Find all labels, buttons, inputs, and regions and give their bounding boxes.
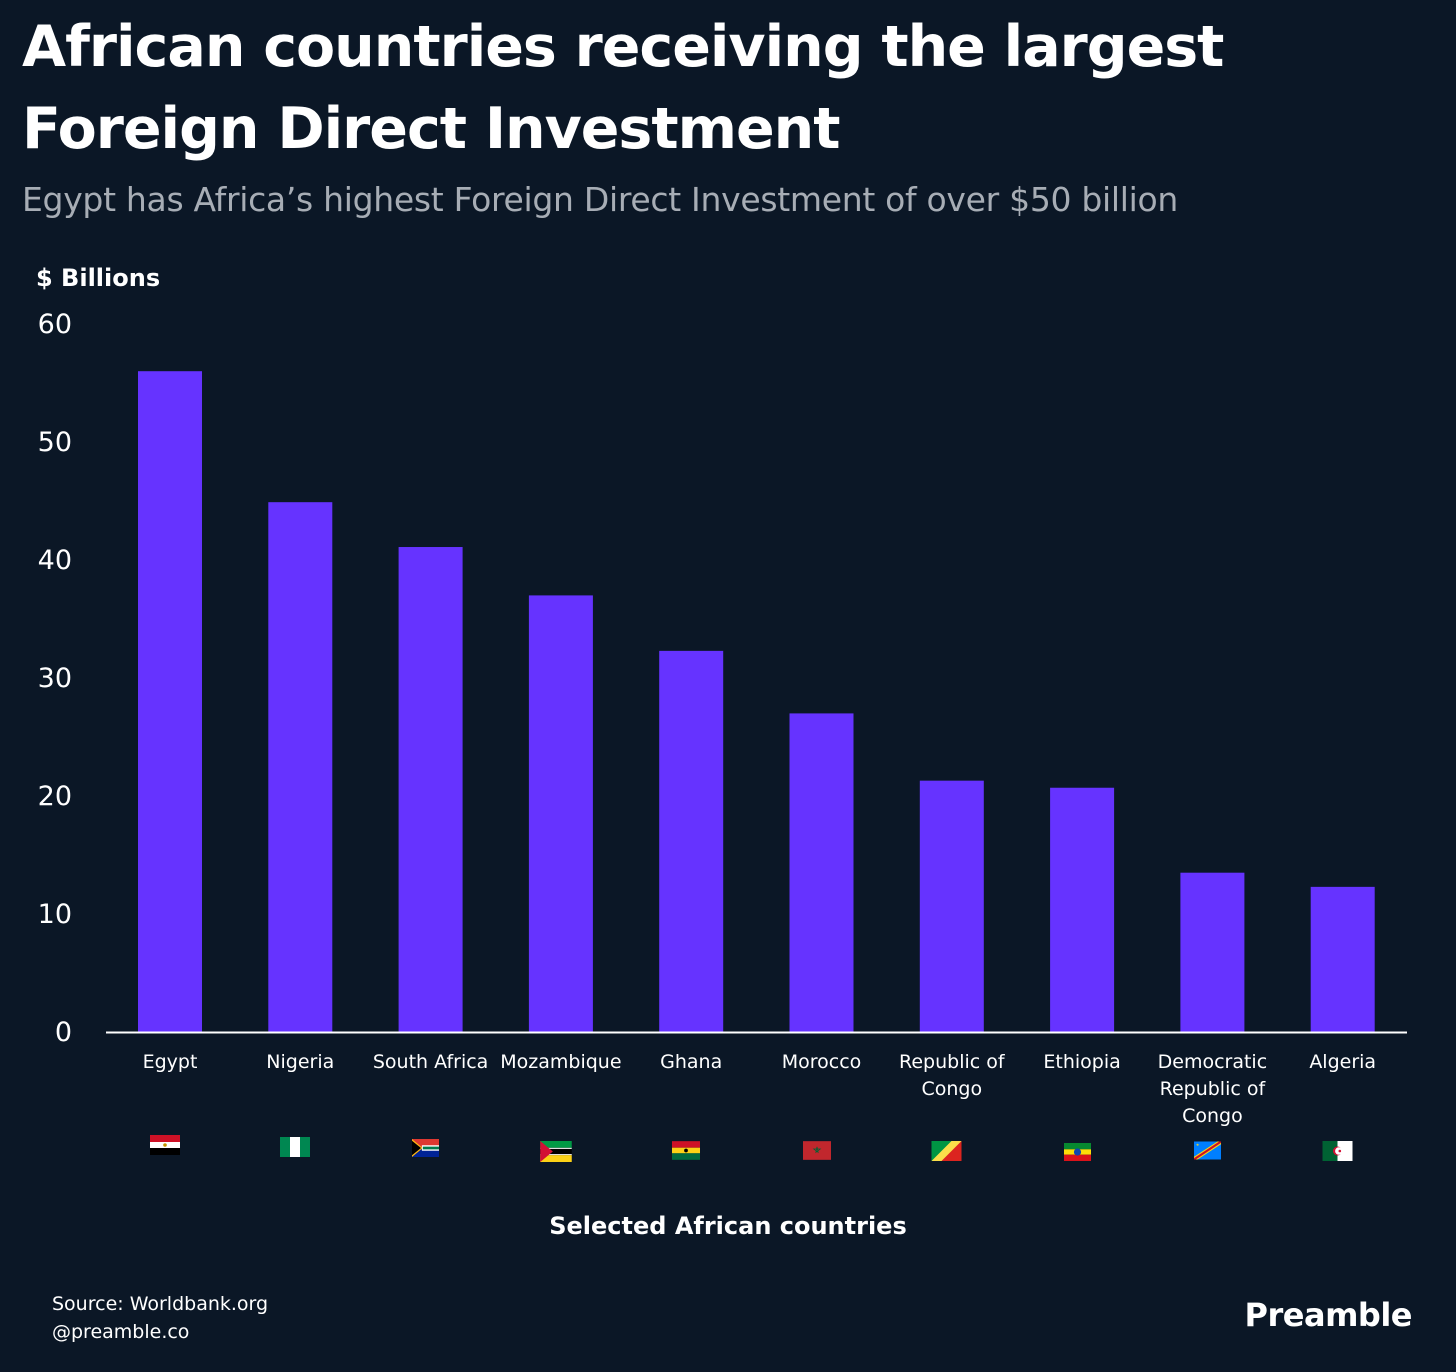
- x-tick-label: Democratic: [1158, 1051, 1268, 1073]
- brand-logo: Preamble: [1244, 1296, 1413, 1334]
- bar-mozambique: [528, 595, 593, 1032]
- bar-dr-congo: [1180, 872, 1245, 1032]
- bar-nigeria: [268, 502, 333, 1032]
- x-tick-label: Congo: [1182, 1105, 1243, 1127]
- x-tick-label: Republic of: [1160, 1078, 1267, 1100]
- x-axis-title: Selected African countries: [549, 1212, 907, 1240]
- bar-morocco: [789, 713, 854, 1032]
- bar-egypt: [138, 371, 202, 1032]
- handle-line[interactable]: @preamble.co: [52, 1321, 190, 1343]
- y-axis-title: $ Billions: [36, 264, 161, 292]
- south-africa-flag-icon: [412, 1139, 440, 1157]
- x-tick-label: Egypt: [143, 1051, 198, 1073]
- ghana-flag-icon: [672, 1141, 701, 1160]
- y-tick-label: 40: [38, 545, 72, 576]
- y-tick-label: 10: [38, 899, 72, 930]
- algeria-flag-icon: [1322, 1141, 1353, 1161]
- mozambique-flag-icon: [540, 1141, 572, 1162]
- x-tick-label: Republic of: [899, 1051, 1006, 1073]
- nigeria-flag-icon: [280, 1137, 311, 1157]
- x-tick-label: Ethiopia: [1043, 1051, 1120, 1073]
- x-tick-label: Algeria: [1309, 1051, 1376, 1073]
- x-tick-label: Mozambique: [500, 1051, 621, 1073]
- bar-republic-of-congo: [919, 780, 984, 1032]
- republic-of-congo-flag-icon: [931, 1141, 962, 1161]
- x-tick-label: Morocco: [782, 1051, 862, 1073]
- y-tick-label: 30: [38, 663, 72, 694]
- bar-ethiopia: [1050, 787, 1115, 1032]
- dr-congo-flag-icon: [1193, 1141, 1221, 1160]
- x-tick-label: South Africa: [373, 1051, 488, 1073]
- y-tick-label: 0: [55, 1017, 72, 1048]
- ethiopia-flag-icon: [1063, 1143, 1091, 1161]
- source-line: Source: Worldbank.org: [52, 1293, 269, 1315]
- bar-south-africa: [398, 547, 463, 1032]
- source-note: Source: Worldbank.org @preamble.co: [52, 1290, 268, 1346]
- bar-ghana: [659, 650, 724, 1032]
- y-tick-label: 50: [38, 427, 72, 458]
- y-tick-label: 60: [38, 309, 72, 340]
- egypt-flag-icon: [150, 1135, 180, 1155]
- y-tick-label: 20: [38, 781, 72, 812]
- x-tick-label: Ghana: [660, 1051, 722, 1073]
- page-subtitle: Egypt has Africa’s highest Foreign Direc…: [22, 180, 1179, 219]
- morocco-flag-icon: [802, 1141, 831, 1160]
- page-title: African countries receiving the largest …: [22, 14, 1224, 162]
- x-tick-label: Nigeria: [266, 1051, 334, 1073]
- bar-algeria: [1310, 886, 1375, 1032]
- x-tick-label: Congo: [921, 1078, 982, 1100]
